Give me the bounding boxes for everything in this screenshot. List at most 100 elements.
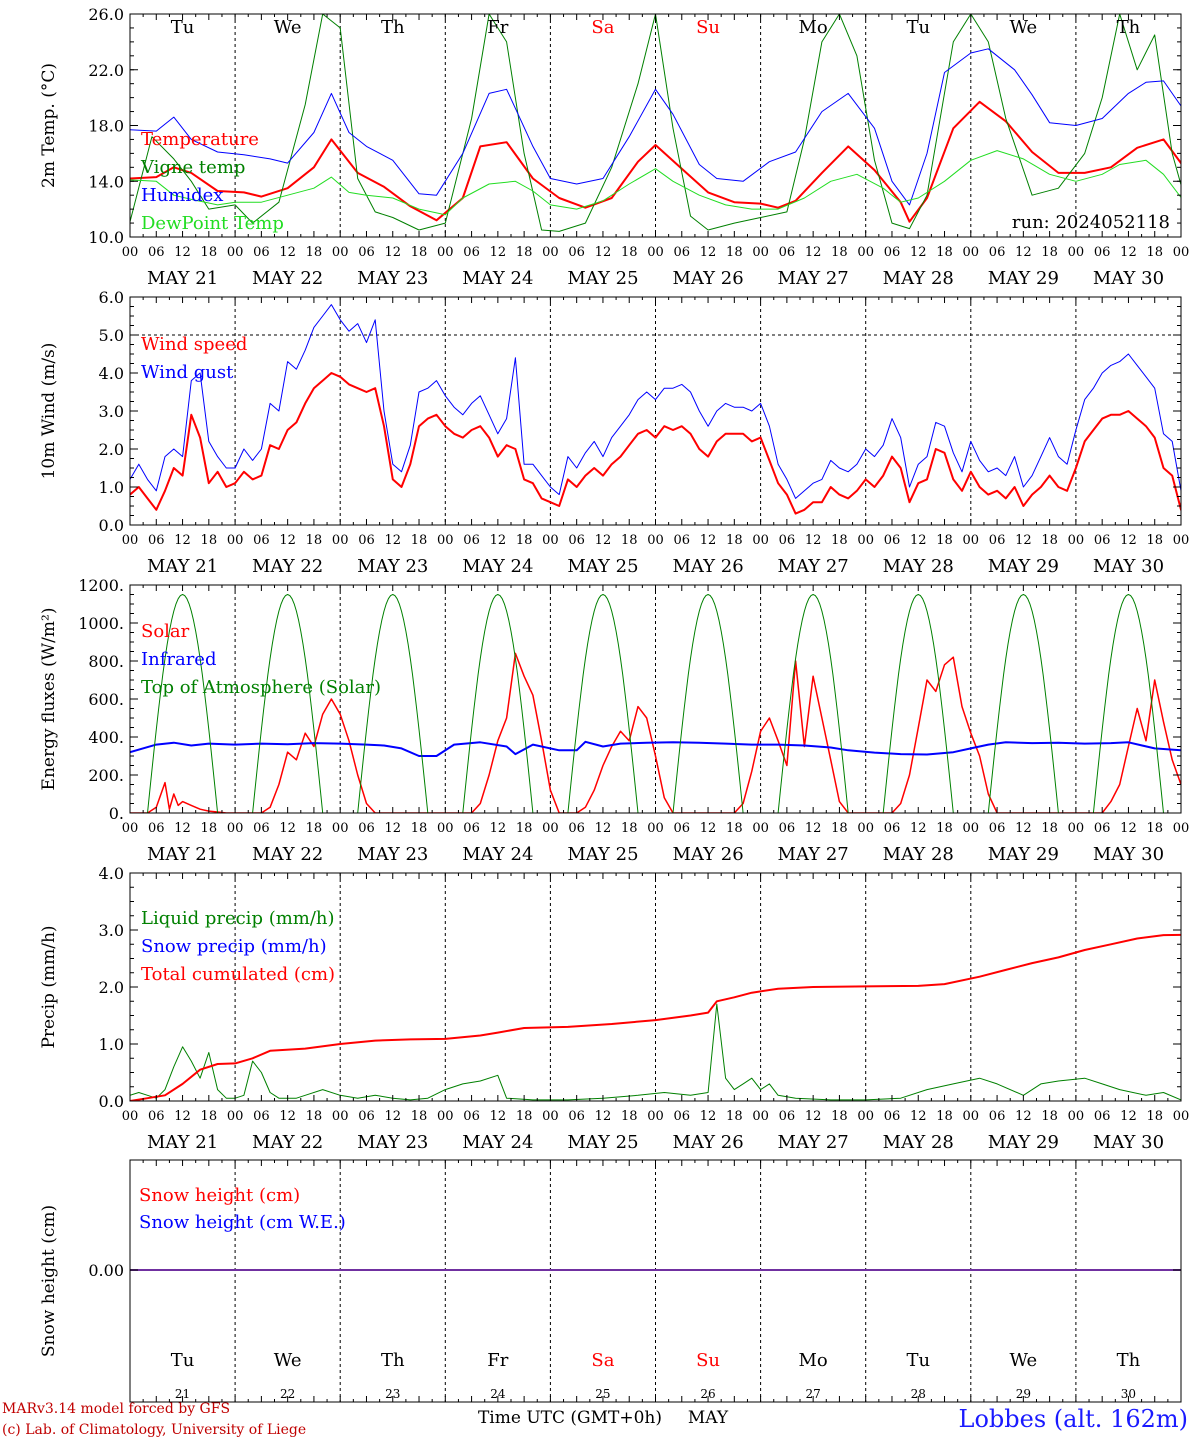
hour-tick-label: 06 [779, 245, 796, 260]
hour-tick-label: 18 [936, 1109, 953, 1124]
y-tick-label: 3.0 [99, 921, 124, 940]
legend-label: Liquid precip (mm/h) [141, 908, 335, 929]
date-label: MAY 24 [462, 1132, 533, 1153]
hour-tick-label: 00 [1173, 245, 1190, 260]
y-tick-label: 400. [88, 728, 124, 747]
hour-tick-label: 18 [306, 1109, 323, 1124]
date-label: MAY 26 [672, 268, 743, 289]
hour-tick-label: 06 [463, 1109, 480, 1124]
hour-tick-label: 00 [752, 533, 769, 548]
day-name-label: Th [1117, 1350, 1141, 1371]
series-line-liquid-precip-mm-h- [130, 1003, 1181, 1101]
day-name-label: Fr [487, 17, 508, 38]
hour-tick-label: 00 [647, 245, 664, 260]
hour-tick-label: 06 [463, 533, 480, 548]
legend-label: Wind speed [141, 334, 247, 355]
hour-tick-label: 18 [1041, 1109, 1058, 1124]
hour-tick-label: 12 [279, 821, 296, 836]
hour-tick-label: 00 [752, 821, 769, 836]
day-name-label: We [274, 17, 302, 38]
hour-tick-label: 00 [1068, 533, 1085, 548]
hour-tick-label: 00 [332, 245, 349, 260]
date-label: MAY 28 [883, 1132, 954, 1153]
hour-tick-label: 18 [1146, 533, 1163, 548]
date-label: MAY 26 [672, 556, 743, 577]
hour-tick-label: 18 [411, 821, 428, 836]
hour-tick-label: 18 [1041, 245, 1058, 260]
hour-tick-label: 12 [384, 533, 401, 548]
day-name-label: Sa [591, 17, 614, 38]
y-tick-label: 0.00 [88, 1261, 124, 1280]
day-name-label: We [1010, 1350, 1038, 1371]
hour-tick-label: 12 [490, 245, 507, 260]
day-number-label: 21 [175, 1387, 190, 1401]
y-tick-label: 10.0 [88, 228, 124, 247]
y-tick-label: 1000. [78, 614, 124, 633]
legend-label: Snow precip (mm/h) [141, 936, 327, 957]
date-label: MAY 30 [1093, 556, 1164, 577]
hour-tick-label: 12 [174, 821, 191, 836]
hour-tick-label: 00 [647, 1109, 664, 1124]
hour-tick-label: 18 [306, 821, 323, 836]
date-label: MAY 27 [778, 1132, 849, 1153]
date-label: MAY 22 [252, 1132, 323, 1153]
date-label: MAY 30 [1093, 268, 1164, 289]
hour-tick-label: 00 [542, 245, 559, 260]
hour-tick-label: 18 [726, 1109, 743, 1124]
hour-tick-label: 06 [253, 1109, 270, 1124]
hour-tick-label: 12 [279, 245, 296, 260]
hour-tick-label: 06 [1094, 245, 1111, 260]
hour-tick-label: 12 [1120, 533, 1137, 548]
hour-tick-label: 18 [726, 245, 743, 260]
hour-tick-label: 00 [437, 245, 454, 260]
hour-tick-label: 06 [358, 1109, 375, 1124]
hour-tick-label: 06 [358, 821, 375, 836]
hour-tick-label: 12 [384, 245, 401, 260]
plot-frame [129, 13, 1182, 238]
series-line-temperature [130, 100, 1181, 223]
hour-tick-label: 06 [358, 533, 375, 548]
date-label: MAY 30 [1093, 1132, 1164, 1153]
hour-tick-label: 12 [174, 245, 191, 260]
hour-tick-label: 06 [253, 245, 270, 260]
hour-tick-label: 12 [805, 821, 822, 836]
hour-tick-label: 18 [621, 533, 638, 548]
y-tick-label: 200. [88, 766, 124, 785]
date-label: MAY 21 [147, 844, 218, 865]
legend-label: Solar [141, 621, 190, 642]
hour-tick-label: 06 [1094, 1109, 1111, 1124]
hour-tick-label: 12 [1120, 245, 1137, 260]
date-label: MAY 24 [462, 844, 533, 865]
day-number-label: 24 [490, 1387, 506, 1401]
hour-tick-label: 12 [174, 533, 191, 548]
hour-tick-label: 06 [358, 245, 375, 260]
date-label: MAY 23 [357, 556, 428, 577]
day-name-label: We [1010, 17, 1038, 38]
hour-tick-label: 12 [700, 821, 717, 836]
hour-tick-label: 18 [831, 245, 848, 260]
date-label: MAY 21 [147, 556, 218, 577]
hour-tick-label: 00 [752, 1109, 769, 1124]
hour-tick-label: 06 [989, 821, 1006, 836]
y-axis-label: 2m Temp. (°C) [39, 63, 59, 188]
hour-tick-label: 06 [253, 821, 270, 836]
date-label: MAY 23 [357, 268, 428, 289]
hour-tick-label: 06 [253, 533, 270, 548]
hour-tick-label: 18 [1146, 245, 1163, 260]
hour-tick-label: 06 [463, 821, 480, 836]
y-axis-label: Energy fluxes (W/m²) [39, 608, 59, 791]
hour-tick-label: 18 [201, 1109, 218, 1124]
hour-tick-label: 00 [122, 533, 139, 548]
hour-tick-label: 06 [884, 1109, 901, 1124]
hour-tick-label: 00 [857, 533, 874, 548]
hour-tick-label: 18 [936, 533, 953, 548]
hour-tick-label: 00 [437, 821, 454, 836]
hour-tick-label: 18 [831, 533, 848, 548]
hour-tick-label: 18 [621, 1109, 638, 1124]
y-tick-label: 0.0 [99, 1092, 124, 1111]
legend-label: DewPoint Temp [141, 213, 284, 234]
hour-tick-label: 06 [568, 1109, 585, 1124]
y-tick-label: 2.0 [99, 978, 124, 997]
hour-tick-label: 00 [332, 821, 349, 836]
date-label: MAY 21 [147, 1132, 218, 1153]
